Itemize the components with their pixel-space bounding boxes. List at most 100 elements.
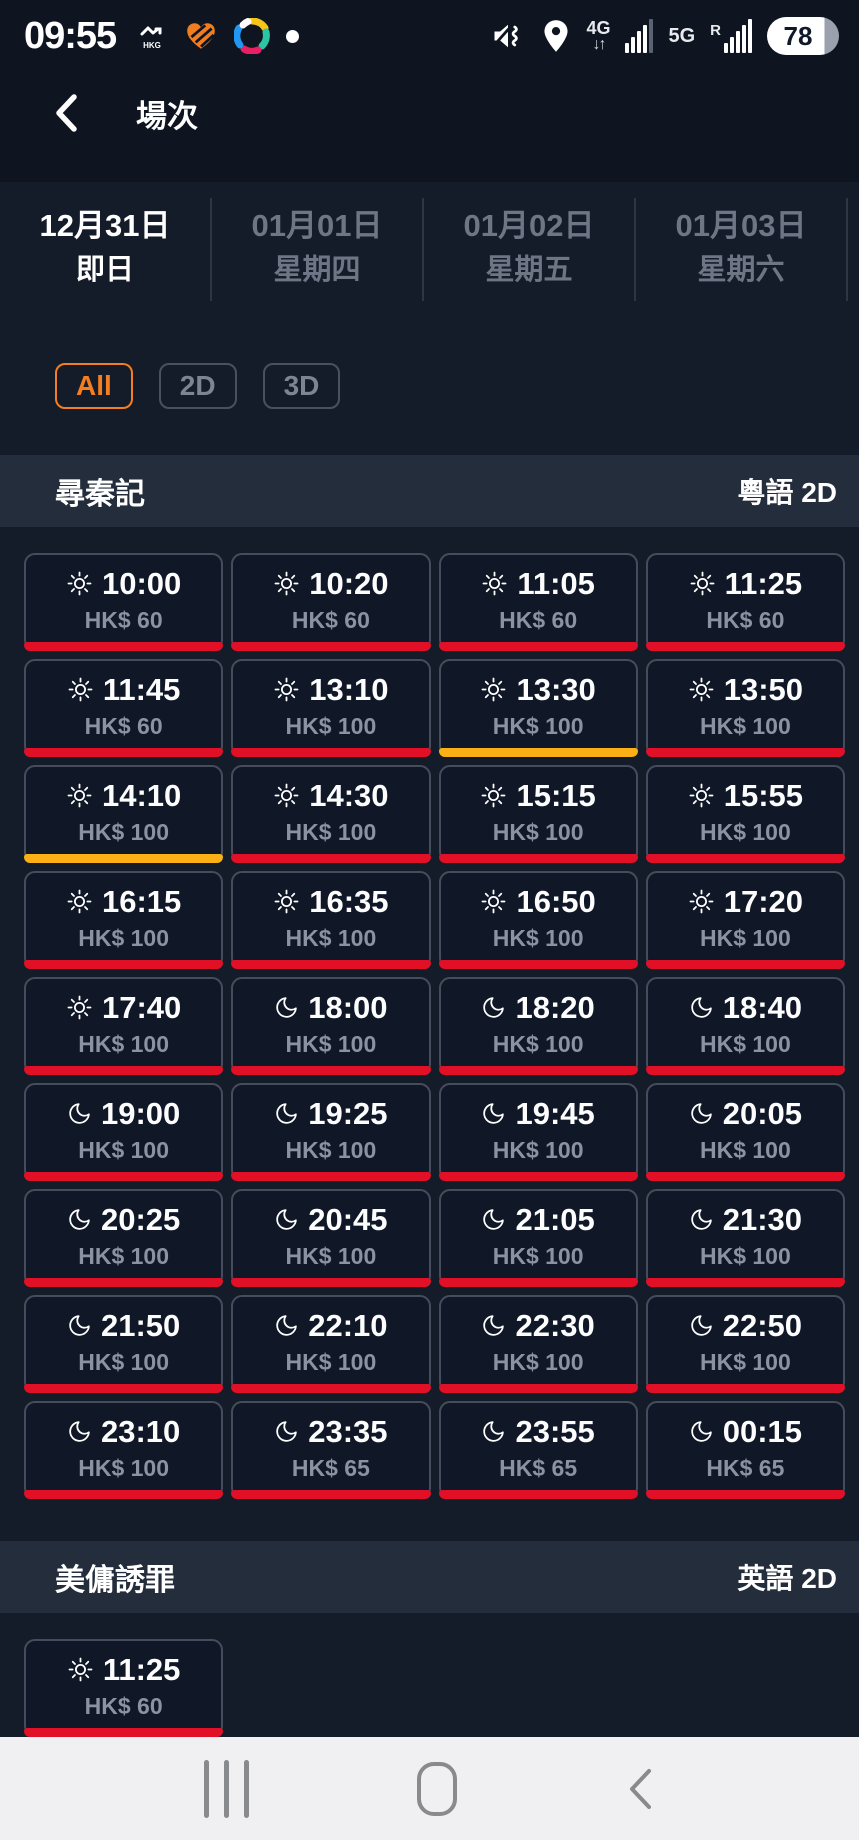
page-title: 場次 <box>136 98 198 134</box>
showtime-price: HK$ 100 <box>78 1136 170 1163</box>
showtime-tile[interactable]: 23:35 HK$ 65 <box>231 1400 431 1499</box>
showtime-tile[interactable]: 10:00 HK$ 60 <box>24 552 224 651</box>
showtime-tile[interactable]: 22:10 HK$ 100 <box>231 1294 431 1393</box>
showtime-time: 21:05 <box>515 1201 595 1237</box>
availability-bar <box>231 1383 431 1393</box>
sun-icon <box>274 678 299 702</box>
movie-section-header: 尋秦記 粵語 2D <box>0 454 859 527</box>
showtime-price: HK$ 100 <box>78 1454 170 1481</box>
showtime-price: HK$ 60 <box>291 606 370 633</box>
showtime-tile[interactable]: 00:15 HK$ 65 <box>645 1400 845 1499</box>
date-tab[interactable]: 01月01日 星期四 <box>212 198 424 301</box>
showtime-tile[interactable]: 10:20 HK$ 60 <box>231 552 431 651</box>
home-icon[interactable] <box>417 1761 457 1816</box>
availability-bar <box>645 1383 845 1393</box>
showtime-tile[interactable]: 16:50 HK$ 100 <box>438 870 638 969</box>
sun-icon <box>67 572 92 596</box>
availability-bar <box>438 853 638 863</box>
showtime-tile[interactable]: 22:30 HK$ 100 <box>438 1294 638 1393</box>
showtime-tile[interactable]: 13:10 HK$ 100 <box>231 658 431 757</box>
showtime-time: 11:25 <box>724 565 803 601</box>
showtime-time: 13:50 <box>723 671 804 707</box>
showtime-tile[interactable]: 21:30 HK$ 100 <box>645 1188 845 1287</box>
movie-section: 尋秦記 粵語 2D 10:00 HK$ 60 <box>0 454 859 1499</box>
availability-bar <box>231 641 431 651</box>
moon-icon <box>276 1421 297 1443</box>
date-tab[interactable]: 01月03日 星期六 <box>636 198 848 301</box>
showtime-price: HK$ 100 <box>492 712 584 739</box>
showtime-tile[interactable]: 11:45 HK$ 60 <box>24 658 224 757</box>
showtime-time: 22:30 <box>515 1307 595 1343</box>
showtime-tile[interactable]: 15:15 HK$ 100 <box>438 764 638 863</box>
moon-icon <box>483 1315 505 1337</box>
showtime-tile[interactable]: 14:30 HK$ 100 <box>231 764 431 863</box>
showtime-tile[interactable]: 16:15 HK$ 100 <box>24 870 224 969</box>
showtime-tile[interactable]: 20:25 HK$ 100 <box>24 1188 224 1287</box>
showtime-time: 14:10 <box>101 777 182 813</box>
showtime-tile[interactable]: 23:55 HK$ 65 <box>438 1400 638 1499</box>
back-icon[interactable] <box>625 1763 655 1815</box>
showtime-time: 19:25 <box>308 1095 388 1131</box>
showtime-time: 23:55 <box>515 1413 595 1449</box>
showtime-tile[interactable]: 18:00 HK$ 100 <box>231 976 431 1075</box>
showtime-price: HK$ 100 <box>78 818 170 845</box>
showtime-tile[interactable]: 20:05 HK$ 100 <box>645 1082 845 1181</box>
showtime-tile[interactable]: 19:00 HK$ 100 <box>24 1082 224 1181</box>
date-tab[interactable]: 12月31日 即日 <box>0 198 212 301</box>
showtime-price: HK$ 100 <box>492 924 584 951</box>
mobile-data-4g-icon: 4G ↓↑ <box>586 18 611 53</box>
showtime-tile[interactable]: 21:05 HK$ 100 <box>438 1188 638 1287</box>
format-filters: All 2D 3D <box>0 362 859 409</box>
showtime-tile[interactable]: 14:10 HK$ 100 <box>24 764 224 863</box>
showtime-tile[interactable]: 17:20 HK$ 100 <box>645 870 845 969</box>
date-tab[interactable]: 01月02日 星期五 <box>424 198 636 301</box>
sun-icon <box>689 784 714 808</box>
showtime-price: HK$ 100 <box>78 1242 170 1269</box>
showtime-tile[interactable]: 19:25 HK$ 100 <box>231 1082 431 1181</box>
showtime-tile[interactable]: 11:25 HK$ 60 <box>645 552 845 651</box>
5g-label: 5G <box>668 24 696 47</box>
showtime-time: 20:25 <box>100 1201 181 1237</box>
showtime-price: HK$ 100 <box>492 1242 584 1269</box>
showtime-tile[interactable]: 11:05 HK$ 60 <box>438 552 638 651</box>
sun-icon <box>482 784 506 808</box>
showtime-time: 18:00 <box>308 989 388 1025</box>
showtime-tile[interactable]: 11:25 HK$ 60 <box>24 1638 224 1737</box>
showtime-time: 23:10 <box>100 1413 181 1449</box>
sun-icon <box>482 678 506 702</box>
showtime-tile[interactable]: 15:55 HK$ 100 <box>645 764 845 863</box>
showtime-tile[interactable]: 13:30 HK$ 100 <box>438 658 638 757</box>
showtime-tile[interactable]: 13:50 HK$ 100 <box>645 658 845 757</box>
showtime-time: 11:45 <box>102 671 181 707</box>
showtime-tile[interactable]: 17:40 HK$ 100 <box>24 976 224 1075</box>
showtime-price: HK$ 100 <box>78 924 170 951</box>
moon-icon <box>483 1421 505 1443</box>
showtime-time: 21:30 <box>722 1201 803 1237</box>
notification-icons: HKG <box>136 18 300 54</box>
recents-icon[interactable] <box>204 1759 249 1818</box>
filter-chip[interactable]: 2D <box>158 362 237 409</box>
battery-percent: 78 <box>783 20 813 51</box>
showtime-tile[interactable]: 21:50 HK$ 100 <box>24 1294 224 1393</box>
showtime-time: 16:35 <box>309 883 389 919</box>
filter-chip[interactable]: 3D <box>262 362 341 409</box>
showtime-tile[interactable]: 16:35 HK$ 100 <box>231 870 431 969</box>
showtime-price: HK$ 100 <box>492 1136 584 1163</box>
availability-bar <box>24 1489 224 1499</box>
showtime-tile[interactable]: 18:20 HK$ 100 <box>438 976 638 1075</box>
heart-stripes-icon <box>187 23 216 49</box>
availability-bar <box>231 1171 431 1181</box>
back-button[interactable] <box>38 85 94 141</box>
moon-icon <box>276 1209 297 1231</box>
filter-chip[interactable]: All <box>55 362 133 409</box>
showtime-tile[interactable]: 18:40 HK$ 100 <box>645 976 845 1075</box>
availability-bar <box>24 1277 224 1287</box>
showtime-tile[interactable]: 22:50 HK$ 100 <box>645 1294 845 1393</box>
availability-bar <box>645 747 845 757</box>
date-tab-day: 星期四 <box>273 253 361 286</box>
showtime-tile[interactable]: 23:10 HK$ 100 <box>24 1400 224 1499</box>
showtime-tile[interactable]: 19:45 HK$ 100 <box>438 1082 638 1181</box>
showtime-time: 21:50 <box>100 1307 181 1343</box>
availability-bar <box>438 1065 638 1075</box>
showtime-tile[interactable]: 20:45 HK$ 100 <box>231 1188 431 1287</box>
